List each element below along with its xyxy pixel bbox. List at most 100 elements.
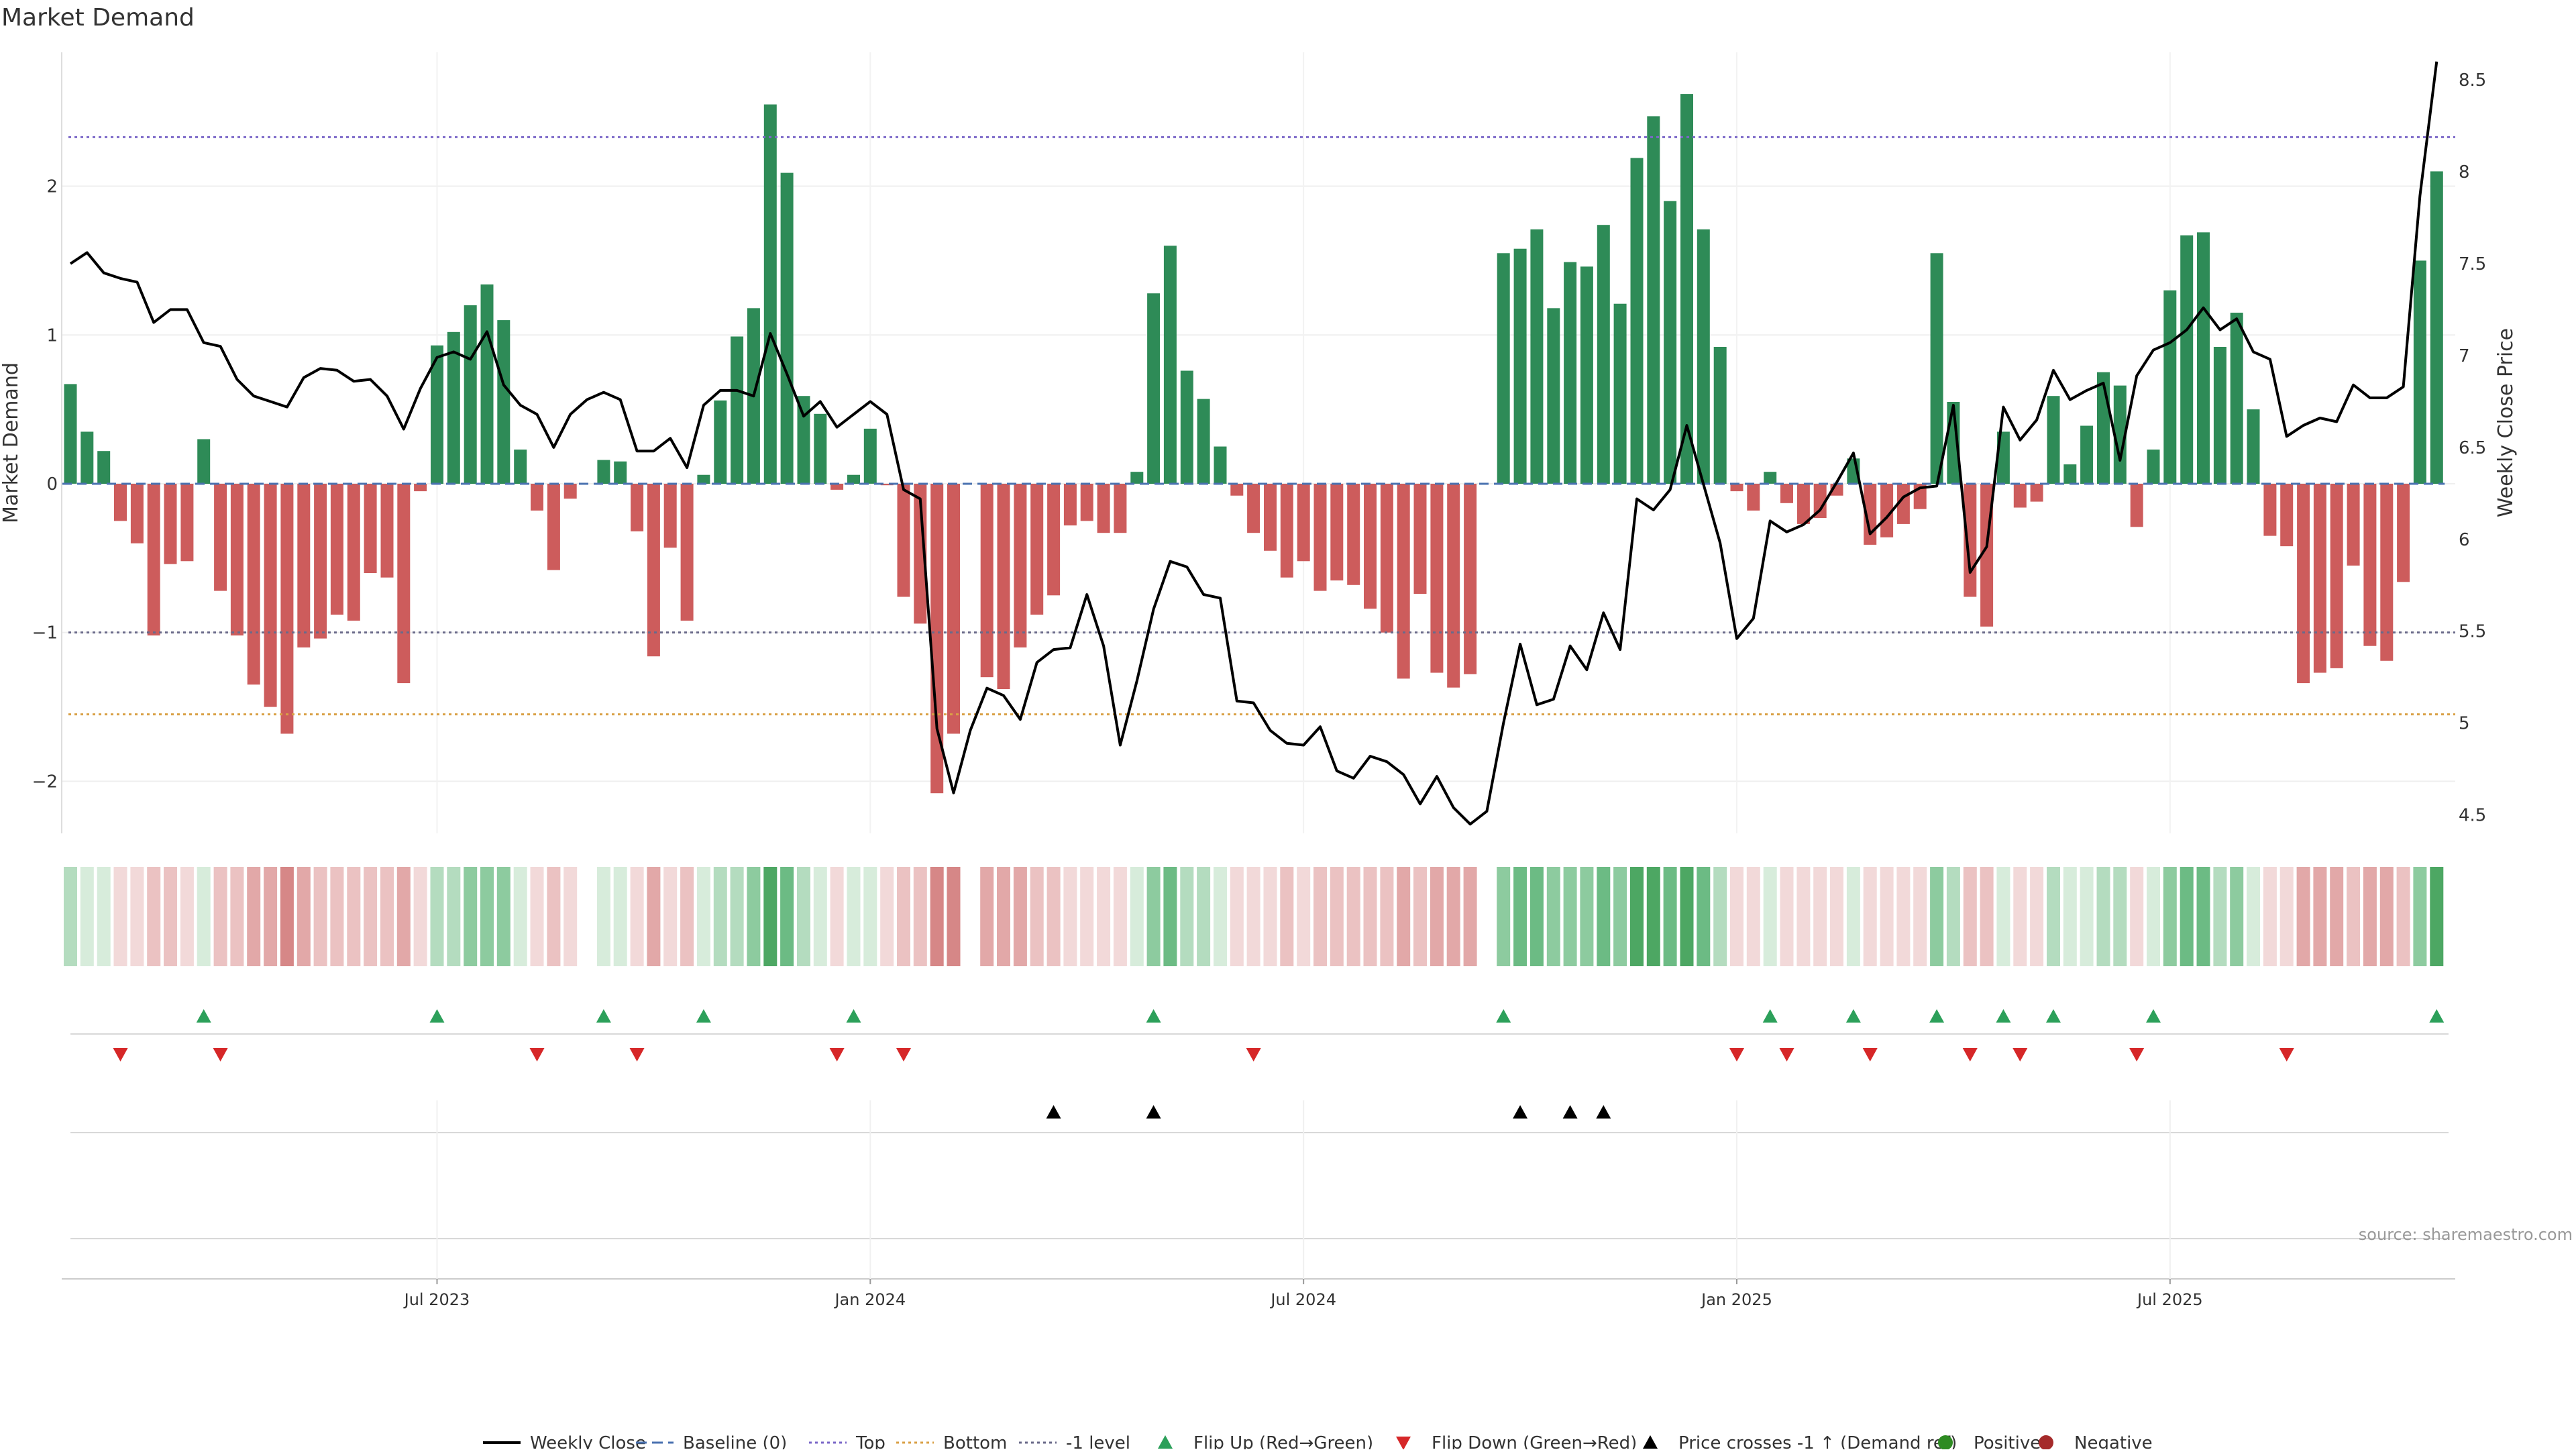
heat-cell: [1880, 867, 1894, 966]
heat-cell: [2263, 867, 2277, 966]
heat-cell: [813, 867, 827, 966]
flip-up-marker: [1845, 1009, 1861, 1023]
heat-cell: [696, 867, 710, 966]
demand-bar: [1297, 484, 1310, 562]
x-tick-label: Jan 2024: [833, 1290, 906, 1309]
heat-cell: [997, 867, 1010, 966]
demand-bar: [2247, 409, 2260, 484]
left-tick-label: −1: [32, 623, 58, 643]
heat-cell: [647, 867, 661, 966]
demand-bar: [631, 484, 644, 531]
heat-cell: [1413, 867, 1427, 966]
flip-down-marker: [1729, 1048, 1744, 1061]
heat-cell: [830, 867, 844, 966]
right-tick-label: 6: [2459, 530, 2470, 550]
legend-item: Positive: [1938, 1433, 2041, 1452]
demand-bar: [2363, 484, 2377, 646]
price-cross-marker: [1146, 1105, 1161, 1119]
demand-bar: [763, 104, 777, 484]
heat-cell: [1130, 867, 1144, 966]
x-tick-label: Jul 2025: [2136, 1290, 2203, 1309]
heat-cell: [64, 867, 77, 966]
heat-cell: [297, 867, 311, 966]
heat-cell: [1930, 867, 1944, 966]
heat-cell: [797, 867, 810, 966]
heat-cell: [1246, 867, 1260, 966]
demand-bar: [1747, 484, 1760, 511]
heat-cell: [1730, 867, 1743, 966]
demand-bar: [1313, 484, 1327, 591]
heat-cell: [1380, 867, 1394, 966]
demand-bar: [2113, 385, 2127, 484]
demand-bar: [2197, 232, 2210, 484]
heat-cell: [1580, 867, 1594, 966]
demand-bar: [863, 428, 877, 484]
demand-bar: [130, 484, 144, 543]
heat-cell: [1946, 867, 1960, 966]
demand-bar: [2397, 484, 2410, 582]
heat-cell: [2363, 867, 2377, 966]
demand-bar: [1397, 484, 1410, 679]
heat-cell: [113, 867, 127, 966]
heat-cell: [1846, 867, 1860, 966]
heat-cell: [1597, 867, 1611, 966]
demand-bar: [2297, 484, 2310, 684]
right-tick-label: 8: [2459, 162, 2470, 183]
legend-label: Top: [855, 1433, 885, 1449]
heat-cell: [1430, 867, 1444, 966]
heat-cell: [2113, 867, 2127, 966]
right-tick-label: 6.5: [2459, 438, 2486, 458]
demand-bar: [1597, 225, 1610, 484]
heat-cell: [2279, 867, 2294, 966]
demand-bar: [197, 439, 211, 484]
demand-bar: [1364, 484, 1377, 609]
heat-cell: [1080, 867, 1094, 966]
heat-cell: [680, 867, 694, 966]
flip-up-marker: [1929, 1009, 1945, 1023]
heat-cell: [1446, 867, 1460, 966]
legend-item: Top: [809, 1433, 885, 1452]
heat-cell: [2213, 867, 2227, 966]
demand-bar: [847, 474, 860, 484]
heat-cell: [1463, 867, 1477, 966]
demand-bar: [780, 172, 794, 484]
heat-cell: [2047, 867, 2060, 966]
heat-cell: [197, 867, 211, 966]
heat-cell: [2296, 867, 2310, 966]
flip-up-marker: [1762, 1009, 1778, 1023]
demand-bar: [2413, 260, 2426, 484]
demand-bar: [1530, 229, 1544, 484]
demand-bar: [1664, 201, 1677, 484]
heat-cell: [247, 867, 261, 966]
demand-bar: [1380, 484, 1393, 633]
demand-bar: [663, 484, 677, 548]
legend-label: Flip Down (Green→Red): [1432, 1433, 1637, 1449]
right-tick-label: 8.5: [2459, 70, 2486, 91]
flip-down-marker: [2279, 1048, 2294, 1061]
chart-title: Market Demand: [1, 4, 195, 32]
flip-down-marker: [629, 1048, 645, 1061]
heat-cell: [1313, 867, 1327, 966]
heat-cell: [1630, 867, 1644, 966]
heat-cell: [713, 867, 727, 966]
demand-bars: [62, 94, 2445, 794]
demand-bar: [1197, 399, 1210, 484]
legend-item: Negative: [2039, 1433, 2153, 1452]
heat-cell: [1230, 867, 1244, 966]
demand-bar: [164, 484, 177, 564]
right-tick-label: 7.5: [2459, 254, 2486, 274]
flip-down-marker: [529, 1048, 545, 1061]
price-cross-marker: [1562, 1105, 1578, 1119]
demand-bar: [1413, 484, 1427, 594]
demand-bar: [380, 484, 394, 578]
demand-bar: [1430, 484, 1444, 673]
price-cross-marker: [1046, 1105, 1061, 1119]
heat-cell: [2063, 867, 2077, 966]
heat-cell: [1913, 867, 1927, 966]
demand-bar: [2163, 290, 2177, 484]
demand-bar: [480, 284, 494, 484]
heat-cell: [2163, 867, 2177, 966]
demand-bar: [364, 484, 377, 573]
demand-bar: [1030, 484, 1044, 615]
